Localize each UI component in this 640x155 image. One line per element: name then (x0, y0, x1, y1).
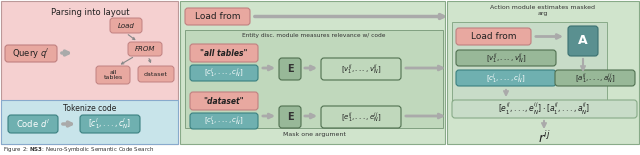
FancyBboxPatch shape (279, 58, 301, 80)
Text: $[c^l_1,...,c^l_N]$: $[c^l_1,...,c^l_N]$ (88, 117, 132, 131)
FancyBboxPatch shape (110, 18, 142, 33)
FancyBboxPatch shape (456, 70, 556, 86)
Text: A: A (578, 35, 588, 47)
Text: $[c^l_1,...,c^l_N]$: $[c^l_1,...,c^l_N]$ (204, 66, 244, 80)
FancyBboxPatch shape (128, 42, 162, 56)
Text: Load from: Load from (471, 32, 516, 41)
Text: Parsing into layout: Parsing into layout (51, 8, 129, 17)
Bar (180, 1, 445, 144)
FancyBboxPatch shape (190, 113, 258, 129)
FancyBboxPatch shape (138, 66, 174, 82)
Text: Tokenize code: Tokenize code (63, 104, 116, 113)
Text: Action module estimates masked
arg: Action module estimates masked arg (490, 5, 595, 16)
Bar (1, 100, 178, 144)
Text: Load: Load (118, 22, 134, 29)
FancyBboxPatch shape (555, 70, 635, 86)
Text: Mask one argument: Mask one argument (283, 132, 346, 137)
Text: Load from: Load from (195, 12, 240, 21)
Bar (1, 1, 178, 144)
Text: $[c^l_1,...,c^l_N]$: $[c^l_1,...,c^l_N]$ (204, 114, 244, 128)
Text: E: E (287, 112, 293, 122)
FancyBboxPatch shape (456, 50, 556, 66)
Text: all
tables: all tables (104, 70, 123, 80)
FancyBboxPatch shape (190, 92, 258, 110)
Text: dataset: dataset (144, 71, 168, 77)
FancyBboxPatch shape (185, 8, 250, 25)
FancyBboxPatch shape (321, 58, 401, 80)
FancyBboxPatch shape (456, 28, 531, 45)
Text: Query $q^l$: Query $q^l$ (12, 46, 50, 61)
FancyBboxPatch shape (8, 115, 58, 133)
Text: $[v^{ij}_{1},...,v^{ij}_{N}]$: $[v^{ij}_{1},...,v^{ij}_{N}]$ (486, 51, 526, 65)
FancyBboxPatch shape (190, 44, 258, 62)
Text: $[c^j_1,...,c^j_N]$: $[c^j_1,...,c^j_N]$ (486, 71, 526, 85)
Bar (447, 1, 639, 144)
FancyBboxPatch shape (452, 100, 637, 118)
Text: "dataset": "dataset" (204, 97, 244, 106)
FancyBboxPatch shape (80, 115, 140, 133)
FancyBboxPatch shape (321, 106, 401, 128)
Text: Figure 2: $\bf{NS3}$: Neuro-Symbolic Semantic Code Search: Figure 2: $\bf{NS3}$: Neuro-Symbolic Sem… (3, 146, 154, 155)
Text: Entity disc. module measures relevance w/ code: Entity disc. module measures relevance w… (243, 33, 386, 38)
Text: FROM: FROM (135, 46, 155, 52)
Text: $[e^{ij}_{1},...,e^{ij}_{N}]$: $[e^{ij}_{1},...,e^{ij}_{N}]$ (340, 110, 381, 124)
Text: $r^{ij}$: $r^{ij}$ (538, 130, 550, 146)
Text: "all tables": "all tables" (200, 49, 248, 58)
Bar (185, 30, 443, 128)
Text: $[v^{ij}_{1},...,v^{ij}_{N}]$: $[v^{ij}_{1},...,v^{ij}_{N}]$ (341, 62, 381, 76)
Text: Code $d^l$: Code $d^l$ (16, 118, 50, 130)
Text: E: E (287, 64, 293, 74)
Text: $[a^{ij}_{1},...,a^{ij}_{N}]$: $[a^{ij}_{1},...,a^{ij}_{N}]$ (575, 71, 615, 85)
FancyBboxPatch shape (5, 45, 57, 62)
FancyBboxPatch shape (279, 106, 301, 128)
FancyBboxPatch shape (568, 26, 598, 56)
FancyBboxPatch shape (190, 65, 258, 81)
FancyBboxPatch shape (96, 66, 130, 84)
Bar (452, 22, 607, 102)
Text: $[e^{ij}_{1},...,e^{ij}_{N}]\cdot[a^{ij}_{1},...,a^{ij}_{N}]$: $[e^{ij}_{1},...,e^{ij}_{N}]\cdot[a^{ij}… (498, 101, 590, 117)
